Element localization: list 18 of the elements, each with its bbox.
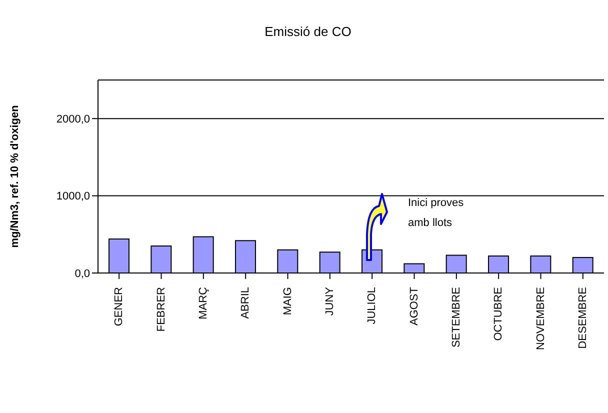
x-tick-label: MARÇ [197, 286, 210, 320]
x-tick-label: SETEMBRE [450, 287, 462, 348]
y-tick-label: 1000,0 [56, 190, 90, 203]
y-tick-label: 2000,0 [56, 114, 90, 126]
x-tick-label: FEBRER [155, 286, 168, 332]
chart-title: Emissió de CO [264, 24, 352, 39]
y-axis-title: mg/Nm3, ref. 10 % d'oxigen [8, 104, 21, 248]
x-tick-label: JULIOL [366, 287, 378, 324]
x-tick-label: ABRIL [240, 287, 252, 319]
x-tick-label: JUNY [324, 286, 336, 316]
x-tick-label: MAIG [282, 287, 294, 316]
x-tick-label: AGOST [408, 286, 420, 326]
x-tick-label: DESEMBRE [576, 287, 589, 349]
annotation: Inici proves amb llots [408, 197, 464, 229]
y-tick-label: 0,0 [74, 268, 90, 280]
x-tick-label: NOVEMBRE [534, 287, 547, 350]
x-tick-label: OCTUBRE [492, 287, 505, 341]
x-tick-label: GENER [113, 286, 126, 326]
